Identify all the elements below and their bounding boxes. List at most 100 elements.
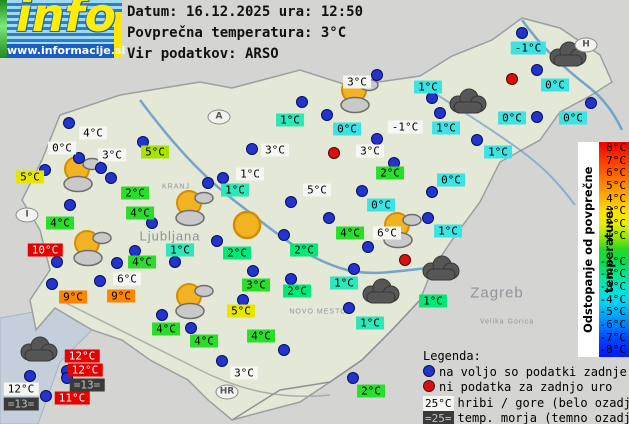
temp-label: 2°C xyxy=(357,384,385,398)
temp-label: 12°C xyxy=(64,349,100,363)
blue-station-dot[interactable] xyxy=(348,263,360,275)
blue-station-dot[interactable] xyxy=(323,212,335,224)
city-name: NOVO MESTO xyxy=(289,308,347,316)
blue-station-dot[interactable] xyxy=(24,370,36,382)
scale-tick-label: -1°C xyxy=(599,255,629,269)
temp-label: 6°C xyxy=(113,272,141,286)
temp-label: 4°C xyxy=(336,226,364,240)
scale-tick-label: 3°C xyxy=(599,205,629,218)
temp-label: 0°C xyxy=(498,111,526,125)
blue-station-dot[interactable] xyxy=(371,69,383,81)
blue-station-dot[interactable] xyxy=(531,111,543,123)
blue-station-dot[interactable] xyxy=(216,355,228,367)
city-name: Ljubljana xyxy=(139,228,201,244)
scale-tick-label: -7°C xyxy=(599,330,627,344)
logo-site-url[interactable]: www.informacije.si xyxy=(7,44,126,58)
blue-station-dot[interactable] xyxy=(371,133,383,145)
scale-tick-label: 7°C xyxy=(606,153,626,167)
blue-station-dot[interactable] xyxy=(347,372,359,384)
temp-label: -1°C xyxy=(387,120,423,134)
blue-station-dot[interactable] xyxy=(247,265,259,277)
blue-station-dot[interactable] xyxy=(278,229,290,241)
blue-station-dot[interactable] xyxy=(94,275,106,287)
scale-tick-label: 4°C xyxy=(606,191,626,205)
blue-station-dot[interactable] xyxy=(105,172,117,184)
temp-label: 2°C xyxy=(376,166,404,180)
blue-station-dot[interactable] xyxy=(51,256,63,268)
blue-station-dot[interactable] xyxy=(516,27,528,39)
blue-station-dot[interactable] xyxy=(64,199,76,211)
blue-station-dot[interactable] xyxy=(343,302,355,314)
sun-cloud-icon xyxy=(166,188,218,232)
blue-station-dot[interactable] xyxy=(422,212,434,224)
report-header: Datum: 16.12.2025 ura: 12:50 Povprečna t… xyxy=(127,2,363,65)
city-name: Zagreb xyxy=(470,284,524,302)
header-avg-temp-line: Povprečna temperatura: 3°C xyxy=(127,25,347,41)
blue-station-dot[interactable] xyxy=(169,256,181,268)
blue-station-dot[interactable] xyxy=(585,97,597,109)
blue-station-dot[interactable] xyxy=(296,96,308,108)
temp-label: 2°C xyxy=(223,246,251,260)
blue-station-dot[interactable] xyxy=(185,322,197,334)
blue-station-dot[interactable] xyxy=(356,185,368,197)
blue-station-dot[interactable] xyxy=(426,186,438,198)
dark-cloud-icon xyxy=(357,277,403,311)
blue-station-dot[interactable] xyxy=(111,257,123,269)
blue-station-dot[interactable] xyxy=(362,241,374,253)
temp-label: 1°C xyxy=(330,276,358,290)
temp-label: 12°C xyxy=(67,363,103,377)
blue-station-dot[interactable] xyxy=(434,107,446,119)
temp-label: 0°C xyxy=(559,111,587,125)
temp-label: 4°C xyxy=(152,322,180,336)
blue-station-dot[interactable] xyxy=(471,134,483,146)
scale-tick-label: 2°C xyxy=(599,217,629,231)
white-label-sample: 25°C xyxy=(423,395,454,411)
temp-label: 1°C xyxy=(432,121,460,135)
blue-station-dot[interactable] xyxy=(285,273,297,285)
red-station-dot[interactable] xyxy=(399,254,411,266)
temp-label: 10°C xyxy=(27,243,63,257)
temp-label: 1°C xyxy=(236,167,264,181)
legend-item-missing-label: ni podatka za zadnjo uro xyxy=(439,380,613,394)
dark-cloud-icon xyxy=(15,335,61,369)
scale-tick-label: -5°C xyxy=(599,305,627,319)
blue-station-dot[interactable] xyxy=(246,143,258,155)
slovenia-shape xyxy=(21,17,613,421)
blue-station-dot[interactable] xyxy=(46,278,58,290)
dark-label-sample: =25= xyxy=(423,411,454,424)
scale-tick-label: 8°C xyxy=(606,141,626,154)
country-road-sign: H xyxy=(574,37,598,53)
blue-station-dot[interactable] xyxy=(63,117,75,129)
red-station-dot[interactable] xyxy=(506,73,518,85)
red-station-dot[interactable] xyxy=(328,147,340,159)
temp-label: 4°C xyxy=(190,334,218,348)
deviation-scale: Odstopanje od povprečne temperature: 8°C… xyxy=(578,141,629,357)
blue-station-dot[interactable] xyxy=(278,344,290,356)
scale-tick-label: -6°C xyxy=(599,317,627,331)
deviation-scale-title: Odstopanje od povprečne temperature: xyxy=(578,142,616,357)
blue-station-dot[interactable] xyxy=(285,196,297,208)
temp-label: 4°C xyxy=(126,206,154,220)
legend-item-available: na voljo so podatki zadnje ure xyxy=(423,364,629,381)
blue-station-dot[interactable] xyxy=(321,109,333,121)
blue-station-dot[interactable] xyxy=(202,177,214,189)
temp-label: 4°C xyxy=(79,126,107,140)
blue-station-dot[interactable] xyxy=(426,92,438,104)
logo-wordmark: info xyxy=(15,0,117,42)
blue-station-dot[interactable] xyxy=(95,162,107,174)
blue-station-dot[interactable] xyxy=(40,390,52,402)
site-logo[interactable]: info www.informacije.si xyxy=(0,0,126,58)
temp-label: 2°C xyxy=(290,243,318,257)
blue-station-dot[interactable] xyxy=(211,235,223,247)
blue-station-dot[interactable] xyxy=(73,152,85,164)
blue-station-dot[interactable] xyxy=(531,64,543,76)
temp-label: 5°C xyxy=(16,170,44,184)
blue-station-dot[interactable] xyxy=(156,309,168,321)
blue-station-dot[interactable] xyxy=(217,172,229,184)
temp-label: =13= xyxy=(3,397,39,411)
blue-dot-icon xyxy=(423,364,435,377)
city-name: KRANJ xyxy=(162,183,190,191)
temp-label: 1°C xyxy=(434,224,462,238)
